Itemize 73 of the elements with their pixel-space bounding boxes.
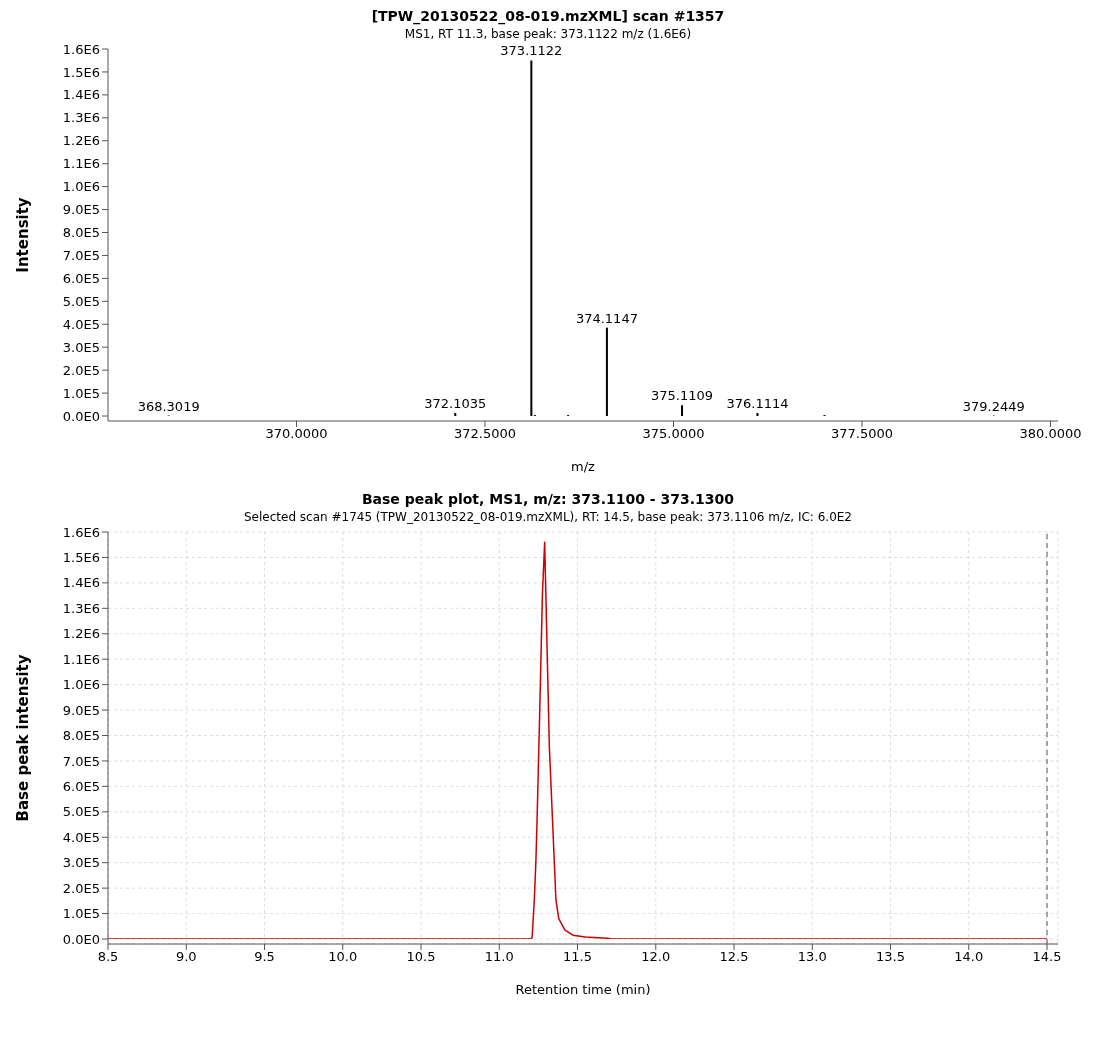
x-tick-label: 10.5 xyxy=(406,949,436,965)
text: 368.3019 xyxy=(137,398,200,414)
x-tick-label: 370.0000 xyxy=(265,426,328,442)
y-axis-title: Base peak intensity xyxy=(14,654,33,822)
y-tick-label: 1.6E6 xyxy=(62,41,100,57)
x-tick-label: 13.5 xyxy=(876,949,906,965)
y-tick-label: 1.2E6 xyxy=(62,133,100,149)
y-tick-label: 3.0E5 xyxy=(62,339,100,355)
y-tick-label: 1.2E6 xyxy=(62,626,100,642)
y-tick-label: 4.0E5 xyxy=(62,316,100,332)
y-tick-label: 1.3E6 xyxy=(62,600,100,616)
y-tick-label: 1.5E6 xyxy=(62,64,100,80)
x-tick-label: 12.5 xyxy=(719,949,749,965)
y-tick-label: 3.0E5 xyxy=(62,855,100,871)
y-tick-label: 7.0E5 xyxy=(62,248,100,264)
y-tick-label: 0.0E0 xyxy=(62,408,100,424)
line-series xyxy=(108,541,1048,939)
x-tick-label: 14.5 xyxy=(1032,949,1062,965)
bar xyxy=(605,327,608,416)
y-tick-label: 1.1E6 xyxy=(62,651,100,667)
y-tick-label: 1.4E6 xyxy=(62,575,100,591)
x-tick-label: 372.5000 xyxy=(453,426,516,442)
y-tick-label: 1.0E6 xyxy=(62,179,100,195)
y-tick-label: 1.3E6 xyxy=(62,110,100,126)
y-tick-label: 1.5E6 xyxy=(62,550,100,566)
x-tick-label: 9.0 xyxy=(175,949,197,965)
x-tick-label: 377.5000 xyxy=(830,426,893,442)
bar xyxy=(530,60,533,416)
chart-subtitle: MS1, RT 11.3, base peak: 373.1122 m/z (1.6E6) xyxy=(403,27,693,41)
bar xyxy=(681,405,684,416)
y-tick-label: 5.0E5 xyxy=(62,804,100,820)
chart-subtitle: Selected scan #1745 (TPW_20130522_08-019.mzXML), RT: 14.5, base peak: 373.1106 m/z, IC: 6.0E2 xyxy=(243,510,853,524)
x-tick-label: 13.0 xyxy=(797,949,827,965)
y-tick-label: 9.0E5 xyxy=(62,702,100,718)
y-tick-label: 8.0E5 xyxy=(62,728,100,744)
text: 376.1114 xyxy=(726,396,789,412)
x-tick-label: 375.0000 xyxy=(642,426,705,442)
y-tick-label: 2.0E5 xyxy=(62,880,100,896)
bar xyxy=(454,413,457,416)
chart-title: [TPW_20130522_08-019.mzXML] scan #1357 xyxy=(370,8,726,24)
x-tick-label: 8.5 xyxy=(97,949,119,965)
bar xyxy=(756,413,759,416)
x-tick-label: 9.5 xyxy=(254,949,275,965)
y-tick-label: 6.0E5 xyxy=(62,778,100,794)
y-tick-label: 0.0E0 xyxy=(62,931,100,947)
x-tick-label: 11.0 xyxy=(484,949,514,965)
y-tick-label: 1.0E5 xyxy=(62,906,100,922)
text: 375.1109 xyxy=(651,388,714,404)
text: 372.1035 xyxy=(424,396,487,412)
y-tick-label: 9.0E5 xyxy=(62,202,100,218)
y-tick-label: 7.0E5 xyxy=(62,753,100,769)
y-tick-label: 5.0E5 xyxy=(62,293,100,309)
x-tick-label: 10.0 xyxy=(328,949,358,965)
y-tick-label: 1.1E6 xyxy=(62,156,100,172)
x-tick-label: 11.5 xyxy=(563,949,592,965)
x-axis-title: m/z xyxy=(571,459,596,474)
text: 373.1122 xyxy=(500,43,563,59)
y-tick-label: 1.0E5 xyxy=(62,385,100,401)
x-tick-label: 14.0 xyxy=(954,949,984,965)
chart-title: Base peak plot, MS1, m/z: 373.1100 - 373.1300 xyxy=(360,491,736,507)
y-tick-label: 1.6E6 xyxy=(62,524,100,540)
y-tick-label: 8.0E5 xyxy=(62,225,100,241)
x-axis-title: Retention time (min) xyxy=(515,982,651,997)
y-tick-label: 4.0E5 xyxy=(62,829,100,845)
y-tick-label: 2.0E5 xyxy=(62,362,100,378)
y-axis-title: Intensity xyxy=(14,197,33,273)
text: 379.2449 xyxy=(962,398,1025,414)
x-tick-label: 380.0000 xyxy=(1019,426,1082,442)
y-tick-label: 1.0E6 xyxy=(62,677,100,693)
y-tick-label: 1.4E6 xyxy=(62,87,100,103)
x-tick-label: 12.0 xyxy=(641,949,671,965)
text: 374.1147 xyxy=(575,310,638,326)
y-tick-label: 6.0E5 xyxy=(62,270,100,286)
